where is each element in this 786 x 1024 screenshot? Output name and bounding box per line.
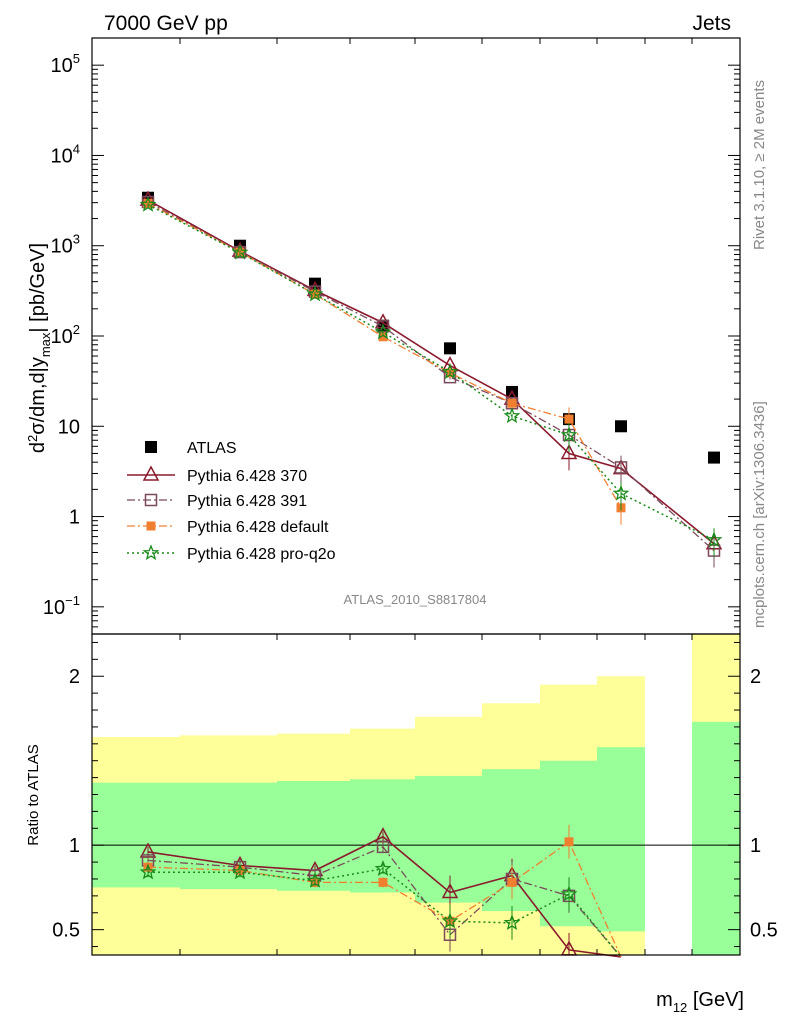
header-jets-label: Jets — [692, 12, 731, 35]
main-point — [705, 531, 723, 548]
main-y-tick-label: 103 — [51, 232, 80, 258]
ratio-y-tick-label: 2 — [69, 666, 80, 688]
ratio-y-axis-label: Ratio to ATLAS — [25, 744, 42, 845]
ratio-point — [139, 863, 157, 880]
ratio-point — [306, 871, 324, 888]
ratio-band-inner — [415, 775, 482, 903]
legend-label: Pythia 6.428 370 — [187, 468, 307, 485]
ratio-y-tick-label-right: 2 — [750, 666, 761, 688]
ratio-series-line — [147, 835, 622, 958]
ratio-y-tick-label-right: 1 — [750, 835, 761, 857]
legend-label: Pythia 6.428 pro-q2o — [187, 546, 336, 563]
main-point — [139, 195, 157, 212]
x-axis-label: m12 [GeV] — [656, 989, 744, 1015]
main-point — [444, 342, 456, 355]
ratio-band-inner — [597, 747, 645, 932]
main-y-tick-label: 1 — [69, 507, 80, 529]
ratio-point — [441, 882, 459, 899]
main-y-tick-label: 104 — [51, 141, 80, 167]
ratio-y-tick-label: 0.5 — [52, 920, 80, 942]
legend-marker — [145, 441, 157, 453]
main-point — [564, 414, 574, 424]
ratio-point — [231, 863, 249, 880]
legend-label: Pythia 6.428 391 — [187, 493, 307, 510]
main-point — [560, 443, 578, 460]
legend-item-0: ATLAS — [145, 440, 237, 457]
main-point — [306, 285, 324, 302]
ratio-point — [564, 837, 574, 847]
mcplots-reference-label: mcplots.cern.ch [arXiv:1306.3436] — [751, 401, 768, 628]
ratio-series-3 — [139, 860, 622, 958]
ratio-band-inner — [692, 721, 740, 955]
legend-marker — [144, 493, 158, 507]
main-point — [615, 420, 627, 433]
legend-item-1: Pythia 6.428 370 — [127, 465, 307, 485]
ratio-point — [376, 840, 390, 854]
main-series-0 — [142, 191, 720, 464]
legend-marker — [142, 544, 160, 561]
ratio-band-inner — [180, 782, 277, 890]
main-y-axis-label: d2σ/dm,d|ymax| [pb/GeV] — [25, 243, 53, 453]
main-y-tick-label: 105 — [51, 51, 80, 77]
main-series-2 — [141, 195, 721, 568]
ratio-point — [378, 877, 388, 887]
legend-item-3: Pythia 6.428 default — [127, 519, 329, 536]
plot-frames — [91, 37, 741, 956]
ratio-series-line — [147, 846, 622, 958]
main-y-tick-label: 10 — [58, 416, 80, 438]
ratio-series-line — [148, 868, 622, 958]
main-point — [374, 323, 392, 340]
ratio-band-inner — [277, 780, 350, 891]
ratio-band-inner — [92, 782, 180, 888]
legend-label: Pythia 6.428 default — [187, 519, 329, 536]
main-y-tick-label: 10−1 — [43, 593, 80, 619]
main-plot-area: 10−1 1 10 102 103 104 105 — [43, 37, 740, 635]
legend-marker — [142, 465, 160, 481]
main-point — [708, 451, 720, 464]
ratio-band-inner — [482, 769, 540, 912]
ratio-plot-frame — [91, 633, 741, 956]
main-point — [231, 243, 249, 260]
ratio-y-tick-label-right: 0.5 — [750, 920, 778, 942]
main-series-line — [147, 201, 715, 552]
ratio-point — [374, 860, 392, 876]
main-series-4 — [139, 195, 723, 557]
ratio-point — [441, 912, 459, 929]
legend-label: ATLAS — [187, 440, 237, 457]
header-energy-label: 7000 GeV pp — [104, 12, 228, 35]
legend: ATLAS Pythia 6.428 370 Pythia 6.428 391 Pyt… — [127, 440, 336, 563]
main-point — [560, 426, 578, 443]
ratio-point — [560, 885, 578, 902]
ratio-series-group — [139, 824, 622, 958]
main-plot-frame — [91, 37, 741, 635]
legend-item-4: Pythia 6.428 pro-q2o — [127, 544, 336, 563]
rivet-version-label: Rivet 3.1.10, ≥ 2M events — [751, 80, 768, 250]
main-point — [612, 484, 630, 501]
main-point — [441, 363, 459, 380]
legend-item-2: Pythia 6.428 391 — [127, 493, 307, 510]
main-y-tick-label: 102 — [51, 322, 80, 348]
ratio-plot-area: 0.5 0.5 1 1 2 2 — [52, 38, 778, 955]
main-point — [378, 332, 388, 342]
ratio-point — [507, 877, 517, 887]
analysis-id-label: ATLAS_2010_S8817804 — [344, 592, 487, 607]
main-point — [503, 407, 521, 424]
main-series-line — [147, 202, 622, 509]
main-series-group — [139, 190, 723, 568]
ratio-uncertainty-bands — [92, 634, 740, 955]
ratio-y-tick-label: 1 — [69, 835, 80, 857]
legend-marker — [146, 521, 156, 531]
main-point — [507, 398, 517, 408]
ratio-point — [503, 914, 521, 931]
main-point — [614, 461, 628, 474]
ratio-series-line — [147, 840, 622, 958]
